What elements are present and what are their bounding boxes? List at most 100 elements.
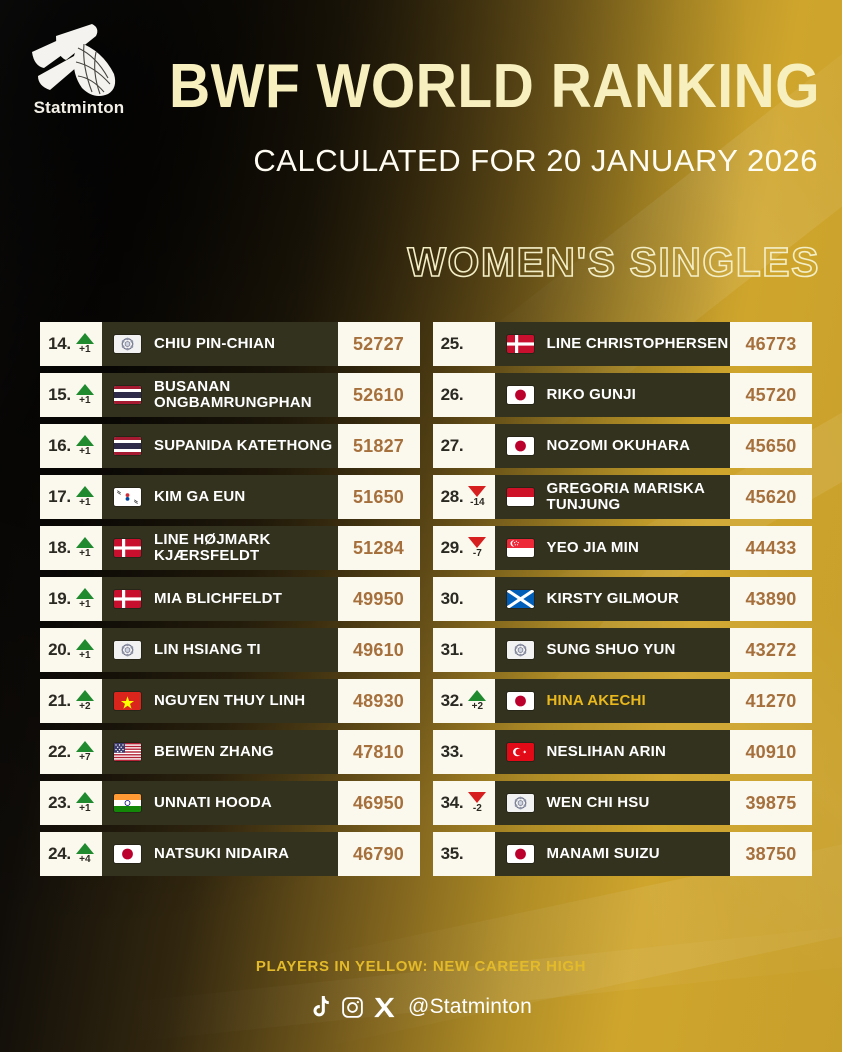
rank-delta: +7	[79, 752, 91, 763]
table-row: 33. NESLIHAN ARIN 40910	[432, 730, 812, 774]
points-cell: 52610	[337, 373, 420, 417]
player-cell: KIM GA EUN	[102, 475, 338, 519]
flag-indonesia-icon	[506, 488, 534, 506]
player-name: LIN HSIANG TI	[154, 641, 261, 658]
table-row: 14. +1 CHIU PIN-CHIAN 52727	[40, 322, 420, 366]
rank-number: 35.	[440, 844, 464, 863]
tiktok-icon[interactable]	[310, 995, 332, 1019]
points-cell: 45720	[730, 373, 812, 417]
table-row: 25. LINE CHRISTOPHERSEN 46773	[432, 322, 812, 366]
table-row: 29. -7 YEO JIA MIN 44433	[432, 526, 812, 570]
instagram-icon[interactable]	[341, 996, 364, 1019]
rank-cell: 19. +1	[40, 577, 102, 621]
flag-thailand-icon	[114, 386, 141, 404]
brand-name: Statminton	[33, 98, 125, 117]
rank-number: 27.	[440, 436, 464, 455]
rank-delta: +1	[79, 599, 91, 610]
flag-singapore-icon	[506, 539, 534, 557]
points-cell: 44433	[730, 526, 812, 570]
rank-cell: 21. +2	[40, 679, 102, 723]
rank-number: 25.	[440, 334, 464, 353]
player-cell: NESLIHAN ARIN	[494, 730, 730, 774]
rank-cell: 30.	[432, 577, 495, 621]
rank-cell: 26.	[432, 373, 495, 417]
table-row: 21. +2 NGUYEN THUY LINH 48930	[40, 679, 420, 723]
rank-movement: +1	[74, 792, 96, 814]
rank-number: 29.	[440, 538, 464, 557]
points-cell: 39875	[730, 781, 812, 825]
player-name: YEO JIA MIN	[546, 539, 639, 556]
rank-cell: 34. -2	[432, 781, 495, 825]
player-name: BEIWEN ZHANG	[154, 743, 274, 760]
ranking-column-left: 14. +1 CHIU PIN-CHIAN 52727 15. +1 BUSANAN ONG…	[40, 322, 420, 876]
points-value: 39875	[745, 792, 797, 813]
arrow-up-icon	[75, 333, 94, 344]
player-cell: KIRSTY GILMOUR	[494, 577, 730, 621]
flag-vietnam-icon	[114, 692, 141, 710]
social-handle[interactable]: @Statminton	[408, 995, 532, 1018]
points-value: 45720	[745, 384, 797, 405]
rank-cell: 33.	[432, 730, 495, 774]
flag-scotland-icon	[506, 590, 534, 608]
points-cell: 48930	[337, 679, 420, 723]
flag-japan-icon	[506, 437, 534, 455]
points-cell: 46790	[337, 832, 420, 876]
rank-number: 18.	[48, 538, 71, 557]
flag-chinese-taipei-icon	[114, 335, 141, 353]
rank-number: 30.	[440, 589, 464, 608]
rank-delta: +1	[79, 650, 91, 661]
player-name: NOZOMI OKUHARA	[546, 437, 691, 454]
rank-delta: +1	[79, 803, 91, 814]
player-name: NATSUKI NIDAIRA	[154, 845, 290, 862]
player-cell: NATSUKI NIDAIRA	[102, 832, 338, 876]
rank-number: 16.	[48, 436, 71, 455]
player-cell: SUPANIDA KATETHONG	[102, 424, 338, 468]
points-value: 47810	[352, 741, 405, 762]
points-cell: 51284	[337, 526, 420, 570]
table-row: 35. MANAMI SUIZU 38750	[432, 832, 812, 876]
arrow-up-icon	[75, 384, 94, 395]
points-cell: 45620	[730, 475, 812, 519]
page-title: BWF WORLD RANKING	[168, 52, 820, 121]
player-cell: BUSANAN ONGBAMRUNGPHAN	[102, 373, 338, 417]
points-value: 49950	[352, 588, 405, 609]
calculation-date: CALCULATED FOR 20 JANUARY 2026	[253, 143, 818, 178]
rank-cell: 28. -14	[432, 475, 495, 519]
rank-movement: +1	[74, 486, 96, 508]
x-icon[interactable]	[373, 996, 396, 1019]
player-name: RIKO GUNJI	[546, 386, 637, 403]
rank-delta: +1	[79, 497, 91, 508]
player-cell: MIA BLICHFELDT	[102, 577, 338, 621]
rank-cell: 32. +2	[432, 679, 495, 723]
points-value: 38750	[745, 843, 797, 864]
table-row: 19. +1 MIA BLICHFELDT 49950	[40, 577, 420, 621]
rank-movement: +4	[74, 843, 96, 865]
rank-number: 19.	[48, 589, 71, 608]
points-value: 49610	[352, 639, 405, 660]
flag-chinese-taipei-icon	[114, 641, 141, 659]
rank-number: 26.	[440, 385, 464, 404]
points-cell: 38750	[730, 832, 812, 876]
flag-japan-icon	[114, 845, 141, 863]
rank-cell: 14. +1	[40, 322, 102, 366]
rank-delta: +1	[79, 446, 91, 457]
shuttlecocks-logo	[18, 22, 140, 127]
points-value: 40910	[745, 741, 797, 762]
arrow-up-icon	[75, 639, 94, 650]
table-row: 30. KIRSTY GILMOUR 43890	[432, 577, 812, 621]
player-cell: RIKO GUNJI	[494, 373, 730, 417]
points-value: 45650	[745, 435, 797, 456]
player-name: NGUYEN THUY LINH	[154, 692, 306, 709]
points-value: 52610	[352, 384, 405, 405]
player-cell: LINE CHRISTOPHERSEN	[494, 322, 730, 366]
points-cell: 51827	[337, 424, 420, 468]
points-cell: 40910	[730, 730, 812, 774]
table-row: 17. +1 KIM GA EUN 51650	[40, 475, 420, 519]
points-cell: 47810	[337, 730, 420, 774]
rank-movement: +1	[74, 588, 96, 610]
flag-denmark-icon	[114, 590, 141, 608]
player-cell: LINE HØJMARK KJÆRSFELDT	[102, 526, 338, 570]
rank-cell: 18. +1	[40, 526, 102, 570]
player-name: LINE HØJMARK KJÆRSFELDT	[154, 531, 271, 564]
player-name: KIRSTY GILMOUR	[546, 590, 680, 607]
